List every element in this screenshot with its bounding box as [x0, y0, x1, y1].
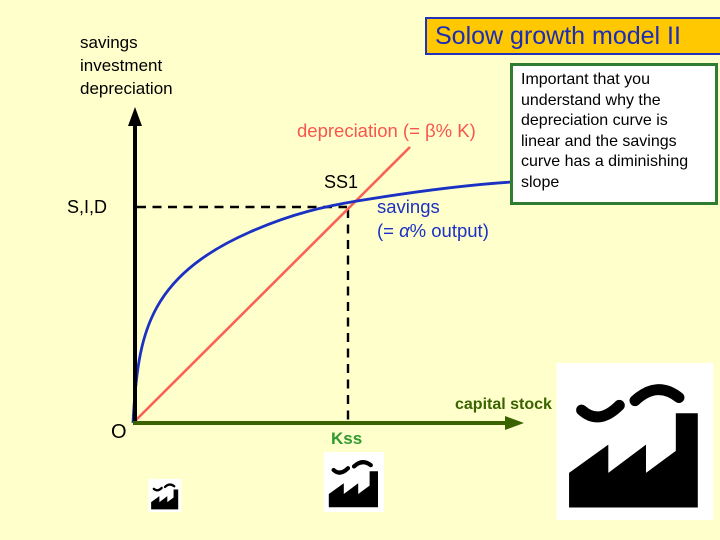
- slide-title: Solow growth model II: [435, 21, 681, 50]
- y-axis-title: savings investment depreciation: [80, 31, 173, 100]
- savings-curve: [131, 180, 513, 424]
- savings-label-line1: savings: [377, 196, 440, 217]
- steady-state-x-label: Kss: [331, 429, 363, 448]
- y-axis-arrow-icon: [128, 107, 142, 126]
- x-axis-label: capital stock: [455, 396, 552, 413]
- depreciation-line: [132, 146, 411, 424]
- y-axis-title-line: investment: [80, 56, 163, 75]
- steady-state-point-label: SS1: [324, 172, 359, 192]
- origin-label: O: [111, 421, 127, 443]
- y-axis-title-line: depreciation: [80, 79, 173, 98]
- factory-icon-small: [148, 479, 182, 512]
- depreciation-curve-label: depreciation (= β% K): [297, 120, 476, 141]
- y-axis-title-line: savings: [80, 33, 138, 52]
- y-axis-level-label: S,I,D: [67, 197, 108, 217]
- note-box: Important that you understand why the de…: [510, 63, 718, 205]
- slide-title-banner: Solow growth model II: [425, 17, 720, 55]
- note-text: Important that you understand why the de…: [521, 71, 689, 191]
- alpha-symbol: α: [399, 220, 410, 241]
- savings-curve-label: savings (= α% output): [377, 195, 489, 243]
- savings-label-line2: (= α% output): [377, 220, 489, 241]
- factory-icon-large: [557, 363, 714, 520]
- factory-icon-medium: [324, 452, 384, 512]
- x-axis-arrow-icon: [505, 416, 524, 430]
